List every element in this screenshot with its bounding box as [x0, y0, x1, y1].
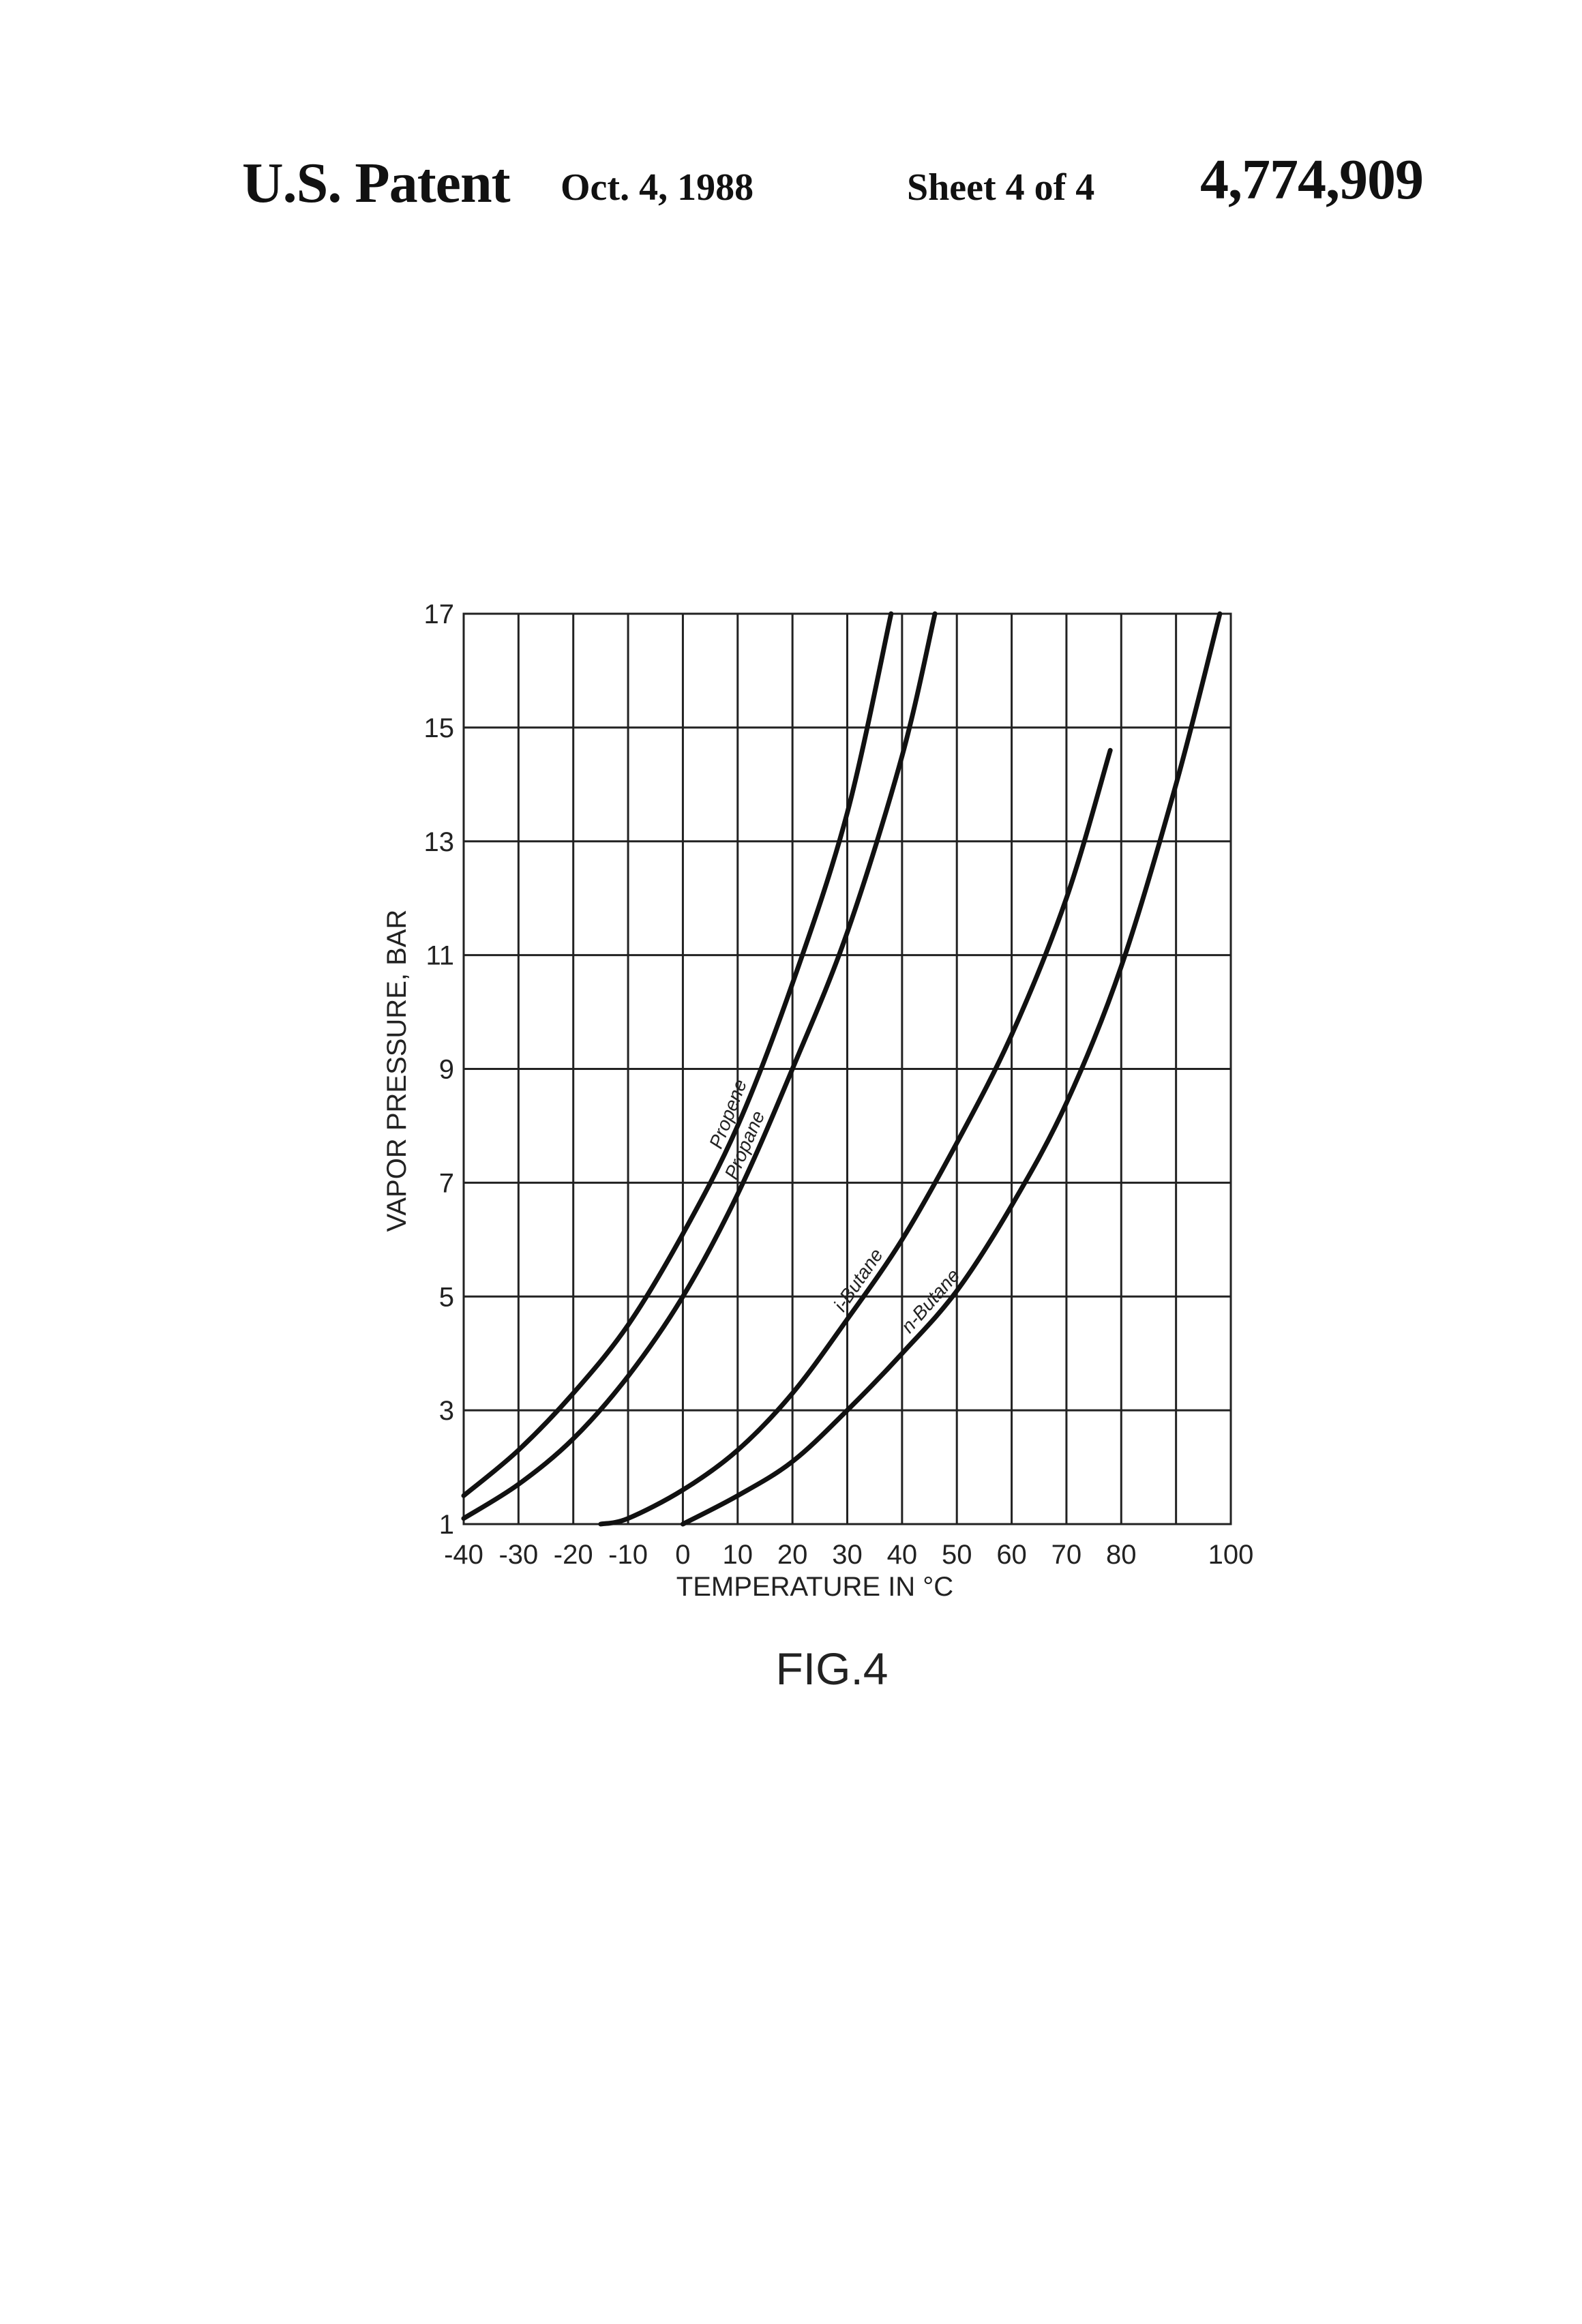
x-tick-label: -20	[554, 1540, 593, 1570]
series-line-i-butane	[601, 750, 1110, 1524]
y-tick-label: 9	[439, 1055, 454, 1085]
y-tick-label: 13	[424, 827, 455, 857]
y-tick-label: 17	[424, 599, 455, 629]
x-tick-label: 100	[1208, 1540, 1254, 1570]
y-tick-label: 3	[439, 1396, 454, 1426]
x-tick-label: -40	[444, 1540, 483, 1570]
chart-tick-labels: -40-30-20-100102030405060708010013579111…	[424, 599, 1254, 1570]
x-tick-label: 0	[675, 1540, 690, 1570]
x-tick-label: 20	[777, 1540, 808, 1570]
x-tick-label: 40	[887, 1540, 918, 1570]
series-line-propene	[464, 614, 891, 1495]
x-tick-label: 10	[723, 1540, 753, 1570]
x-tick-label: 80	[1106, 1540, 1137, 1570]
x-tick-label: -10	[608, 1540, 648, 1570]
figure-label: FIG.4	[775, 1643, 888, 1694]
y-tick-label: 1	[439, 1510, 454, 1540]
x-tick-label: 50	[942, 1540, 972, 1570]
y-tick-label: 7	[439, 1168, 454, 1198]
y-tick-label: 11	[426, 941, 454, 971]
x-tick-label: -30	[498, 1540, 538, 1570]
y-tick-label: 15	[424, 713, 455, 743]
x-tick-label: 70	[1051, 1540, 1082, 1570]
x-axis-title: TEMPERATURE IN °C	[676, 1572, 953, 1602]
y-axis-title: VAPOR PRESSURE, BAR	[382, 910, 412, 1232]
y-tick-label: 5	[439, 1282, 454, 1312]
x-tick-label: 30	[832, 1540, 863, 1570]
x-tick-label: 60	[996, 1540, 1027, 1570]
